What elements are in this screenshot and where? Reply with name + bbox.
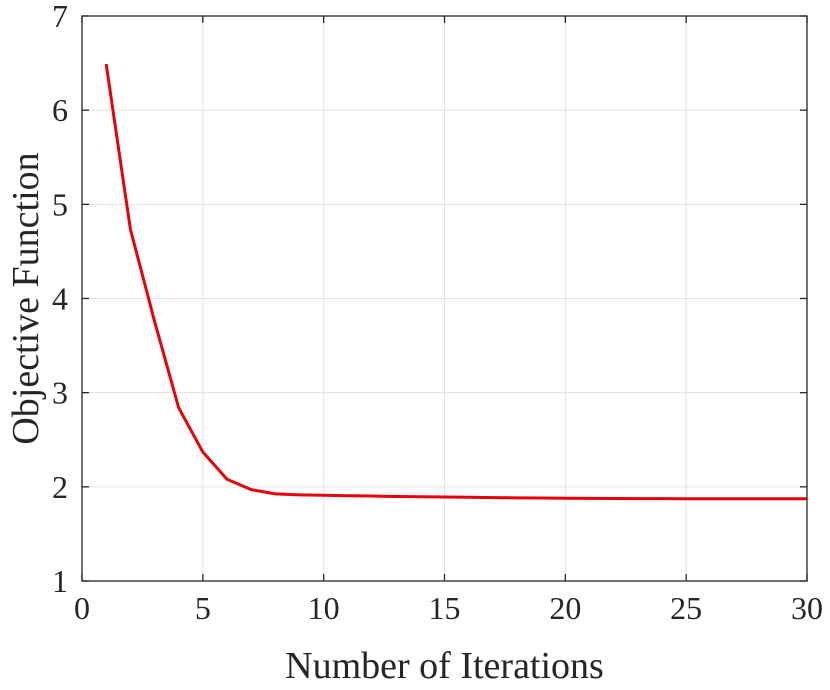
y-tick-label: 5 (52, 186, 68, 222)
y-tick-label: 7 (52, 0, 68, 34)
x-tick-label: 15 (429, 590, 461, 626)
x-tick-label: 20 (549, 590, 581, 626)
series-line (104, 63, 807, 501)
x-tick-label: 10 (308, 590, 340, 626)
series-layer (104, 63, 807, 501)
x-tick-labels: 0 5 10 15 20 25 30 (74, 590, 823, 626)
tick-marks (81, 15, 808, 582)
y-tick-label: 1 (52, 563, 68, 599)
y-axis-label: Objective Function (5, 152, 47, 444)
x-tick-label: 30 (791, 590, 823, 626)
x-axis-label: Number of Iterations (285, 645, 604, 687)
x-tick-label: 0 (74, 590, 90, 626)
y-tick-label: 2 (52, 469, 68, 505)
y-tick-labels: 1 2 3 4 5 6 7 (52, 0, 68, 599)
grid (82, 16, 807, 581)
y-tick-label: 3 (52, 375, 68, 411)
x-tick-label: 25 (670, 590, 702, 626)
x-tick-label: 5 (195, 590, 211, 626)
y-tick-label: 6 (52, 92, 68, 128)
y-tick-label: 4 (52, 281, 68, 317)
